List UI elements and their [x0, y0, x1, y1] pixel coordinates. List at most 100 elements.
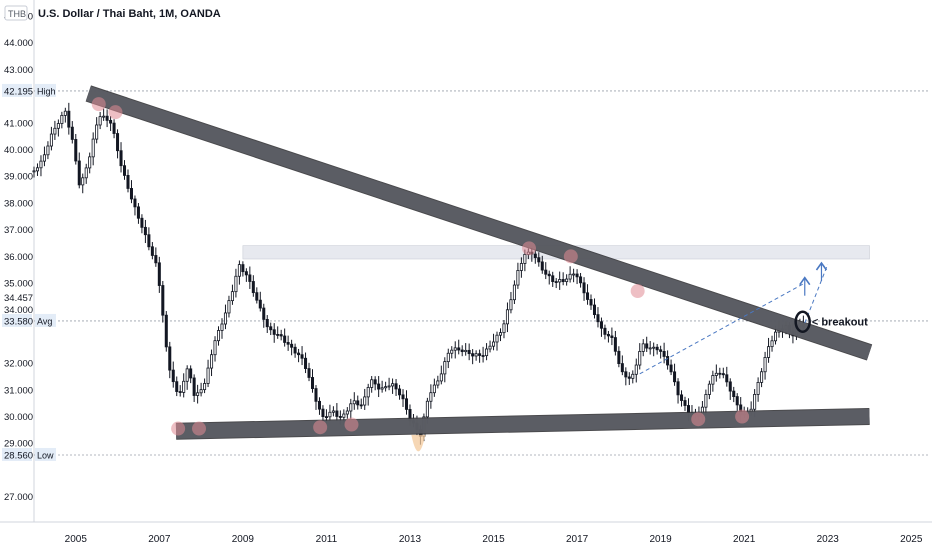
price-marker-tag: Low [37, 450, 54, 460]
candle-body [265, 318, 269, 328]
candle-body [648, 347, 652, 350]
touch-point-marker [171, 421, 186, 436]
upper-trendline[interactable] [85, 86, 872, 360]
price-value-badge [2, 83, 32, 97]
candle-body [436, 380, 440, 386]
candle-body [533, 253, 537, 259]
touch-point-marker [522, 241, 537, 256]
candle-body [328, 411, 332, 418]
candle-body [631, 373, 635, 379]
y-tick-label: 36.000 [4, 252, 33, 263]
candle-body [136, 206, 140, 219]
candle-body [123, 165, 127, 176]
candle-body [293, 346, 297, 354]
candle-body [185, 368, 189, 382]
candle-body [216, 330, 221, 342]
candle-body [370, 379, 374, 388]
candle-body [210, 354, 214, 369]
candle-body [450, 349, 454, 354]
candle-body [638, 351, 642, 366]
candle-body [307, 368, 311, 378]
candle-body [669, 364, 673, 373]
candle-body [147, 234, 151, 248]
candle-body [446, 352, 450, 363]
y-tick-label: 29.000 [4, 439, 33, 450]
candle-body [512, 284, 516, 301]
chart-title: U.S. Dollar / Thai Baht, 1M, OANDA [38, 8, 221, 20]
candle-body [544, 269, 548, 275]
candle-body [77, 160, 81, 186]
touch-point-marker [344, 417, 359, 432]
candle-body [596, 314, 600, 323]
candle-body [579, 276, 583, 284]
candle-body [143, 226, 147, 236]
candle-body [230, 291, 234, 302]
candle-body [575, 273, 579, 278]
candle-body [711, 375, 715, 385]
candle-body [109, 119, 113, 124]
candle-body [283, 335, 287, 343]
candle-body [251, 281, 255, 294]
candle-body [763, 357, 767, 373]
candle-body [269, 326, 273, 331]
x-tick-label: 2019 [650, 534, 673, 545]
projection-line [639, 282, 806, 375]
candle-body [589, 299, 593, 306]
candle-body [272, 329, 276, 335]
y-tick-label: 32.000 [4, 359, 33, 370]
touch-point-marker [313, 420, 328, 435]
candle-body [718, 372, 722, 375]
candle-body [519, 263, 523, 271]
candle-body [223, 312, 227, 325]
candle-body [203, 383, 207, 391]
price-tag-badge [35, 83, 56, 97]
candle-body [645, 343, 649, 349]
candle-body [356, 400, 360, 406]
candle-body [398, 388, 402, 396]
candle-body [81, 177, 85, 186]
candle-body [659, 349, 663, 352]
candle-body [492, 341, 496, 347]
y-tick-label: 37.000 [4, 225, 33, 236]
candle-body [505, 309, 509, 325]
candle-body [439, 373, 443, 382]
candle-body [774, 331, 778, 342]
candle-body [119, 150, 123, 167]
low-spike-marker [411, 434, 426, 452]
candle-body [88, 156, 92, 169]
lower-trendline[interactable] [175, 409, 870, 439]
candle-body [349, 403, 353, 412]
candle-body [666, 356, 670, 366]
price-marker-tag: High [37, 86, 56, 96]
candle-body [384, 386, 388, 389]
candle-body [652, 346, 656, 349]
candle-body [335, 410, 339, 417]
candle-body [707, 383, 711, 395]
candle-body [60, 114, 64, 124]
candle-body [279, 334, 283, 337]
candle-body [168, 346, 172, 371]
candle-body [683, 400, 687, 406]
candle-body [443, 361, 447, 375]
x-tick-label: 2017 [566, 534, 589, 545]
candle-body [102, 115, 106, 118]
candle-body [276, 334, 280, 336]
candle-body [572, 273, 576, 276]
breakout-circle[interactable] [794, 310, 811, 333]
candle-body [373, 379, 377, 385]
candle-body [39, 160, 43, 169]
candle-body [53, 127, 57, 135]
currency-badge [4, 5, 28, 21]
candle-body [338, 416, 342, 418]
candle-body [599, 321, 603, 329]
candle-body [537, 257, 541, 263]
y-tick-label: 40.000 [4, 145, 33, 156]
candle-body [753, 394, 757, 410]
candle-body [35, 167, 39, 172]
candle-body [617, 350, 621, 365]
touch-point-marker [108, 105, 123, 120]
candle-body [126, 175, 130, 189]
candle-body [460, 349, 464, 353]
